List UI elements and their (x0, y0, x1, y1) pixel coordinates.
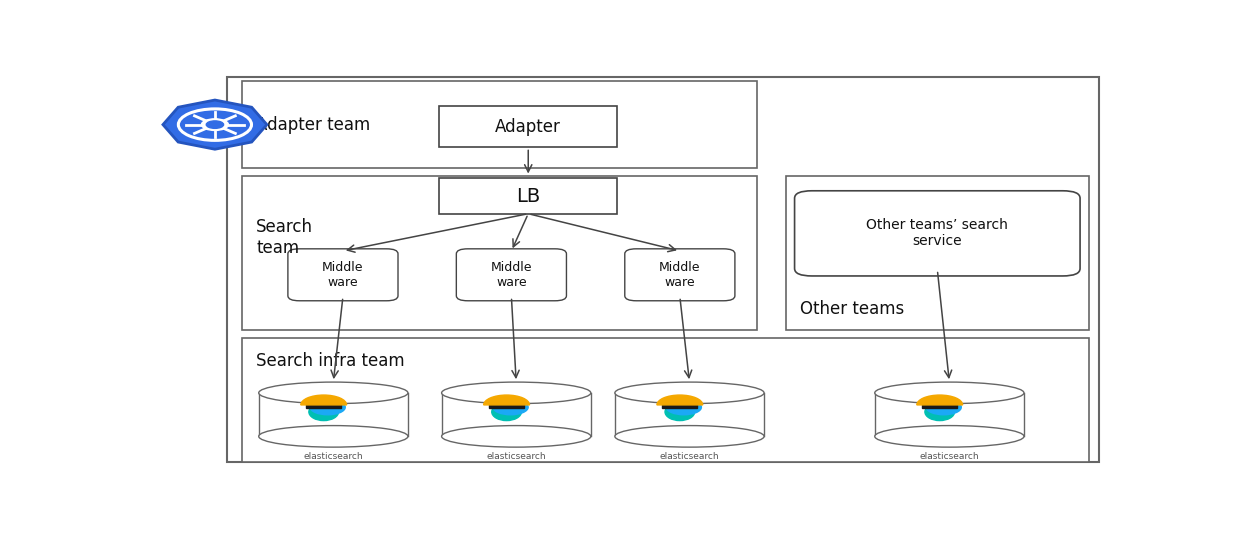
Circle shape (201, 119, 229, 130)
FancyBboxPatch shape (625, 249, 735, 301)
Bar (489, 402, 524, 408)
Circle shape (493, 400, 528, 415)
Wedge shape (301, 395, 347, 405)
Bar (307, 402, 342, 408)
Text: Other teams: Other teams (800, 300, 904, 318)
Text: Middle
ware: Middle ware (660, 261, 700, 289)
Bar (615, 393, 764, 436)
Text: elasticsearch: elasticsearch (660, 452, 719, 461)
Bar (242, 176, 756, 330)
Ellipse shape (874, 426, 1023, 447)
Ellipse shape (492, 403, 522, 421)
Wedge shape (917, 395, 963, 405)
Text: Middle
ware: Middle ware (322, 261, 364, 289)
Bar (242, 338, 1089, 462)
Ellipse shape (664, 403, 694, 421)
Text: elasticsearch: elasticsearch (303, 452, 363, 461)
Ellipse shape (874, 382, 1023, 404)
FancyBboxPatch shape (456, 249, 566, 301)
Text: elasticsearch: elasticsearch (487, 452, 546, 461)
Ellipse shape (442, 426, 591, 447)
Ellipse shape (442, 382, 591, 404)
Text: Middle
ware: Middle ware (491, 261, 532, 289)
Bar (258, 393, 407, 436)
Text: Other teams’ search
service: Other teams’ search service (867, 218, 1009, 249)
Text: Search
team: Search team (256, 218, 313, 257)
Circle shape (206, 121, 224, 129)
Text: Search infra team: Search infra team (256, 352, 405, 371)
Bar (923, 402, 958, 408)
Ellipse shape (615, 426, 764, 447)
Ellipse shape (258, 426, 407, 447)
Bar (874, 393, 1023, 436)
Text: Adapter: Adapter (496, 118, 561, 136)
Text: elasticsearch: elasticsearch (919, 452, 979, 461)
Ellipse shape (309, 403, 339, 421)
Bar (440, 179, 617, 214)
Bar (786, 176, 1089, 330)
Ellipse shape (615, 382, 764, 404)
Ellipse shape (925, 403, 955, 421)
Bar (440, 106, 617, 147)
Text: LB: LB (517, 187, 540, 206)
FancyBboxPatch shape (795, 191, 1081, 276)
Wedge shape (657, 395, 703, 405)
Bar (662, 402, 697, 408)
Polygon shape (163, 100, 267, 149)
Bar (242, 81, 756, 168)
Circle shape (310, 400, 345, 415)
Ellipse shape (258, 382, 407, 404)
Circle shape (927, 400, 961, 415)
Circle shape (667, 400, 702, 415)
FancyBboxPatch shape (288, 249, 397, 301)
Text: Adapter team: Adapter team (256, 116, 370, 133)
Bar (442, 393, 591, 436)
Wedge shape (483, 395, 529, 405)
